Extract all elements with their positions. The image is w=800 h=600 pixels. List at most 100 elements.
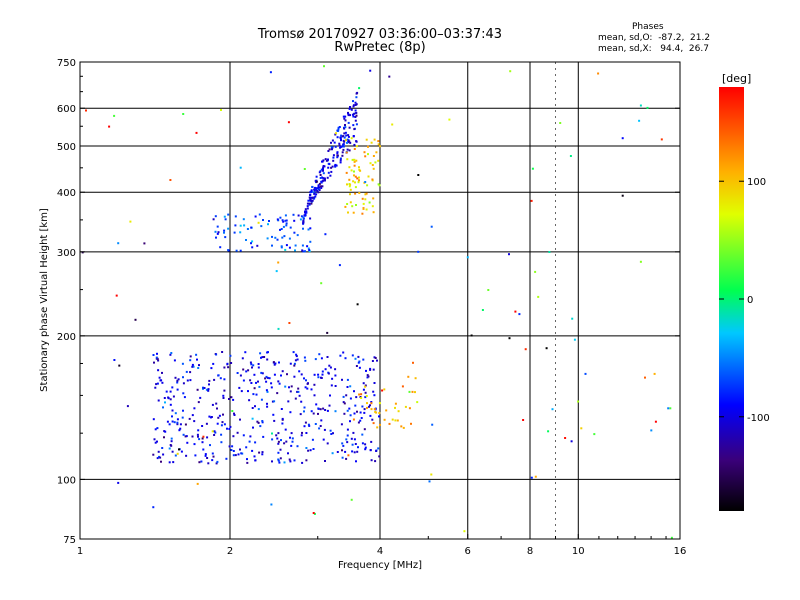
scatter-point bbox=[349, 414, 352, 417]
scatter-point bbox=[232, 454, 235, 457]
scatter-point bbox=[202, 435, 205, 438]
scatter-point bbox=[215, 236, 217, 239]
scatter-point bbox=[152, 453, 155, 456]
scatter-point bbox=[365, 395, 368, 397]
scatter-point bbox=[289, 460, 292, 463]
scatter-point bbox=[313, 512, 316, 515]
scatter-point bbox=[295, 355, 298, 358]
scatter-point bbox=[324, 460, 326, 462]
scatter-point bbox=[345, 394, 348, 397]
scatter-point bbox=[310, 190, 313, 193]
scatter-point bbox=[367, 375, 370, 378]
scatter-point bbox=[364, 384, 367, 387]
scatter-point bbox=[219, 377, 222, 380]
colorbar-tick-label: -100 bbox=[747, 413, 770, 424]
scatter-point bbox=[222, 397, 225, 399]
scatter-point bbox=[332, 159, 335, 162]
colorbar-tick-label: 0 bbox=[747, 295, 753, 306]
scatter-point bbox=[381, 389, 384, 392]
scatter-point bbox=[345, 171, 348, 174]
scatter-point bbox=[238, 386, 241, 389]
scatter-point bbox=[198, 438, 201, 441]
scatter-point bbox=[315, 187, 318, 190]
scatter-point bbox=[356, 177, 359, 180]
scatter-point bbox=[361, 212, 364, 215]
scatter-point bbox=[361, 405, 364, 408]
scatter-point bbox=[161, 371, 163, 374]
scatter-point bbox=[318, 353, 321, 356]
scatter-point bbox=[351, 354, 354, 357]
x-tick-label: 2 bbox=[227, 546, 233, 557]
scatter-point bbox=[171, 386, 174, 389]
scatter-point bbox=[230, 449, 233, 451]
scatter-point bbox=[252, 426, 254, 429]
scatter-point bbox=[314, 188, 317, 191]
scatter-point bbox=[365, 369, 367, 372]
scatter-point bbox=[228, 428, 231, 430]
scatter-point bbox=[304, 359, 307, 362]
scatter-point bbox=[518, 313, 521, 316]
scatter-point bbox=[289, 390, 292, 393]
scatter-point bbox=[293, 231, 296, 234]
scatter-point bbox=[227, 249, 230, 252]
scatter-point bbox=[203, 387, 206, 389]
scatter-point bbox=[254, 459, 257, 462]
scatter-point bbox=[364, 396, 367, 399]
scatter-point bbox=[323, 428, 326, 431]
scatter-point bbox=[261, 372, 264, 375]
scatter-point bbox=[319, 170, 322, 173]
scatter-point bbox=[174, 454, 177, 457]
scatter-point bbox=[363, 428, 366, 431]
scatter-point bbox=[162, 453, 165, 456]
scatter-point bbox=[273, 419, 276, 422]
scatter-point bbox=[241, 357, 244, 360]
scatter-point bbox=[372, 155, 375, 157]
scatter-point bbox=[310, 388, 313, 391]
scatter-point bbox=[354, 109, 357, 112]
scatter-point bbox=[355, 92, 358, 95]
scatter-point bbox=[354, 192, 357, 195]
scatter-point bbox=[239, 448, 241, 451]
scatter-point bbox=[508, 337, 511, 340]
scatter-point bbox=[232, 398, 235, 401]
scatter-point bbox=[370, 402, 373, 405]
scatter-point bbox=[348, 107, 351, 110]
scatter-point bbox=[306, 207, 309, 210]
scatter-point bbox=[304, 211, 306, 213]
scatter-point bbox=[357, 181, 360, 184]
scatter-point bbox=[231, 410, 234, 412]
scatter-point bbox=[353, 174, 355, 177]
scatter-point bbox=[249, 435, 252, 438]
scatter-point bbox=[356, 303, 359, 306]
scatter-point bbox=[305, 211, 308, 214]
chart-title: Tromsø 20170927 03:36:00–03:37:43 bbox=[257, 27, 503, 42]
scatter-point bbox=[108, 125, 111, 128]
scatter-point bbox=[297, 387, 300, 390]
scatter-point bbox=[214, 230, 217, 233]
scatter-point bbox=[353, 390, 355, 393]
scatter-point bbox=[374, 357, 377, 359]
scatter-point bbox=[349, 106, 352, 108]
scatter-point bbox=[302, 217, 305, 220]
scatter-point bbox=[291, 440, 294, 443]
scatter-point bbox=[548, 251, 551, 253]
scatter-point bbox=[352, 104, 355, 107]
scatter-point bbox=[372, 390, 375, 393]
scatter-point bbox=[268, 377, 271, 380]
scatter-point bbox=[372, 167, 375, 170]
y-axis-label: Stationary phase Virtual Height [km] bbox=[39, 208, 50, 392]
scatter-point bbox=[185, 370, 188, 373]
scatter-point bbox=[170, 444, 173, 447]
scatter-point bbox=[366, 374, 369, 377]
scatter-point bbox=[276, 437, 279, 440]
scatter-point bbox=[313, 373, 316, 376]
scatter-point bbox=[242, 368, 245, 371]
scatter-point bbox=[330, 166, 333, 169]
scatter-point bbox=[320, 282, 323, 285]
scatter-point bbox=[354, 175, 357, 178]
scatter-point bbox=[277, 440, 280, 443]
scatter-point bbox=[359, 169, 362, 172]
scatter-point bbox=[261, 451, 264, 454]
scatter-point bbox=[275, 434, 278, 437]
scatter-point bbox=[246, 228, 249, 230]
